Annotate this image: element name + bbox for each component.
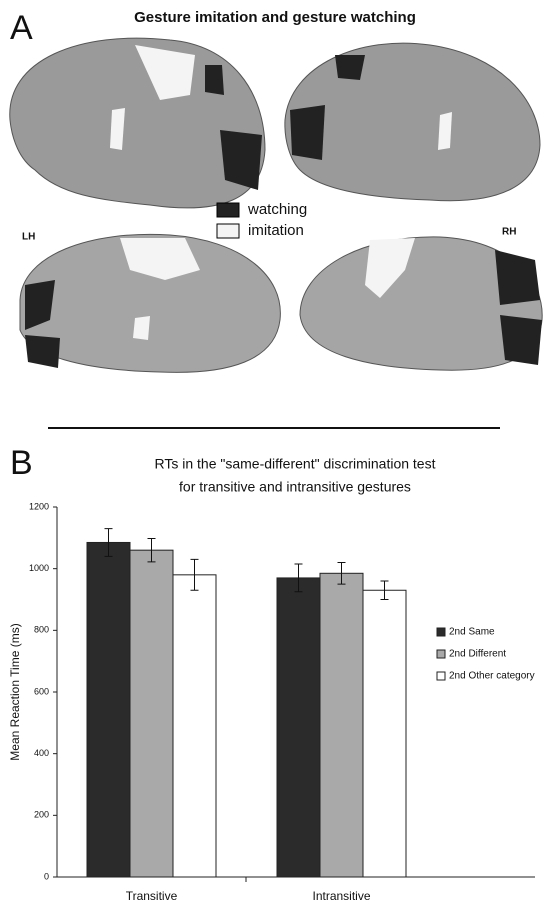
chart-title: RTs in the "same-different" discriminati… — [155, 456, 436, 472]
error-bar — [147, 537, 156, 563]
bar — [86, 541, 131, 878]
panel-letter: B — [10, 444, 33, 482]
error-bar — [104, 528, 113, 557]
y-tick-label: 200 — [34, 810, 49, 820]
legend-label: imitation — [248, 222, 304, 239]
y-axis-label: Mean Reaction Time (ms) — [8, 623, 22, 760]
error-bar — [190, 558, 199, 591]
panel-letter: A — [10, 9, 33, 47]
y-tick-label: 0 — [44, 871, 49, 881]
legend-label: 2nd Different — [449, 649, 506, 660]
x-tick-label: Intransitive — [312, 889, 370, 903]
legend-label: 2nd Other category — [449, 671, 535, 682]
legend-label: 2nd Same — [449, 627, 495, 638]
bar — [172, 574, 217, 878]
panel-title: Gesture imitation and gesture watching — [134, 9, 416, 26]
hemisphere-label: LH — [22, 232, 35, 243]
y-tick-label: 1200 — [29, 501, 49, 511]
hemisphere-label: RH — [502, 227, 516, 238]
brain-images — [9, 37, 543, 373]
y-tick-label: 800 — [34, 625, 49, 635]
bar — [276, 577, 321, 878]
chart-title: for transitive and intransitive gestures — [179, 479, 411, 495]
y-tick-label: 1000 — [29, 563, 49, 573]
bar — [129, 549, 174, 878]
error-bar — [337, 562, 346, 585]
y-tick-label: 400 — [34, 748, 49, 758]
legend-label: watching — [247, 201, 307, 218]
legend-swatch — [436, 649, 446, 659]
x-tick-label: Transitive — [126, 889, 178, 903]
legend-swatch — [436, 627, 446, 637]
error-bar — [294, 563, 303, 593]
bar — [319, 572, 364, 878]
y-tick-label: 600 — [34, 686, 49, 696]
legend-swatch — [436, 671, 446, 681]
error-bar — [380, 580, 389, 600]
bar — [362, 589, 407, 878]
